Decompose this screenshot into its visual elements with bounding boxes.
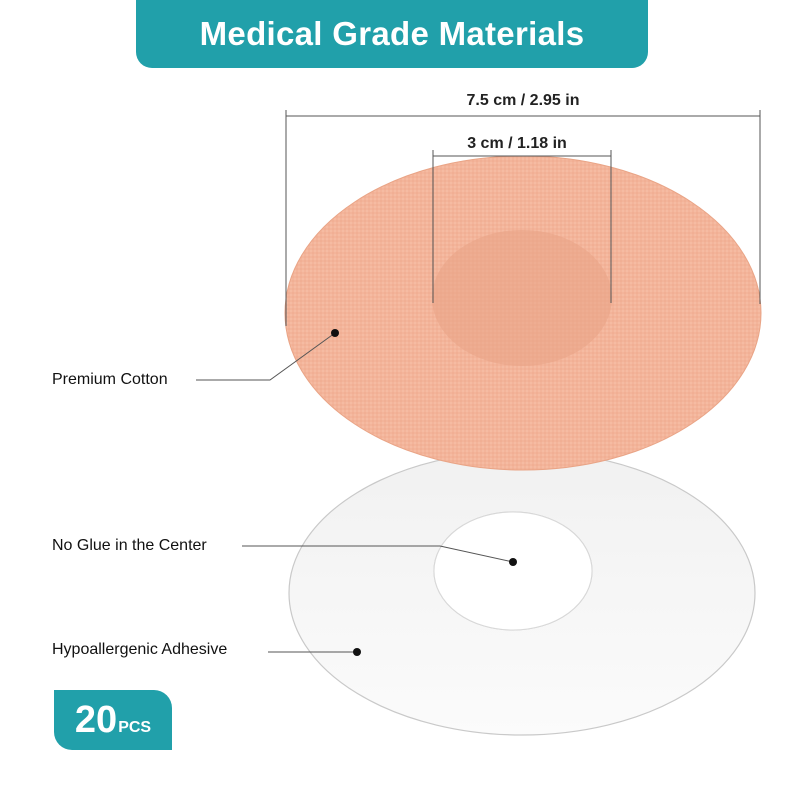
badge-unit: PCS bbox=[118, 719, 152, 736]
inner-dimension-bracket bbox=[432, 150, 612, 303]
outer-dimension-bracket bbox=[285, 110, 761, 326]
no-glue-center bbox=[433, 511, 593, 631]
cotton-marker-dot bbox=[331, 329, 339, 337]
adhesive-marker-dot bbox=[353, 648, 361, 656]
quantity-badge: 20 PCS bbox=[54, 690, 172, 750]
badge-count: 20 bbox=[74, 699, 118, 741]
patch-center-pad bbox=[432, 230, 612, 366]
callout-hypoallergenic-adhesive: Hypoallergenic Adhesive bbox=[52, 641, 228, 658]
title-banner: Medical Grade Materials bbox=[136, 0, 648, 68]
banner-title: Medical Grade Materials bbox=[199, 15, 585, 52]
cotton-leader-line bbox=[196, 332, 336, 381]
center-marker-dot bbox=[509, 558, 517, 566]
callout-premium-cotton: Premium Cotton bbox=[52, 371, 168, 388]
callout-no-glue-center: No Glue in the Center bbox=[52, 537, 207, 554]
outer-dimension-label: 7.5 cm / 2.95 in bbox=[466, 92, 580, 109]
center-leader-line bbox=[242, 545, 514, 563]
inner-dimension-label: 3 cm / 1.18 in bbox=[467, 135, 567, 152]
cotton-patch bbox=[284, 155, 762, 471]
